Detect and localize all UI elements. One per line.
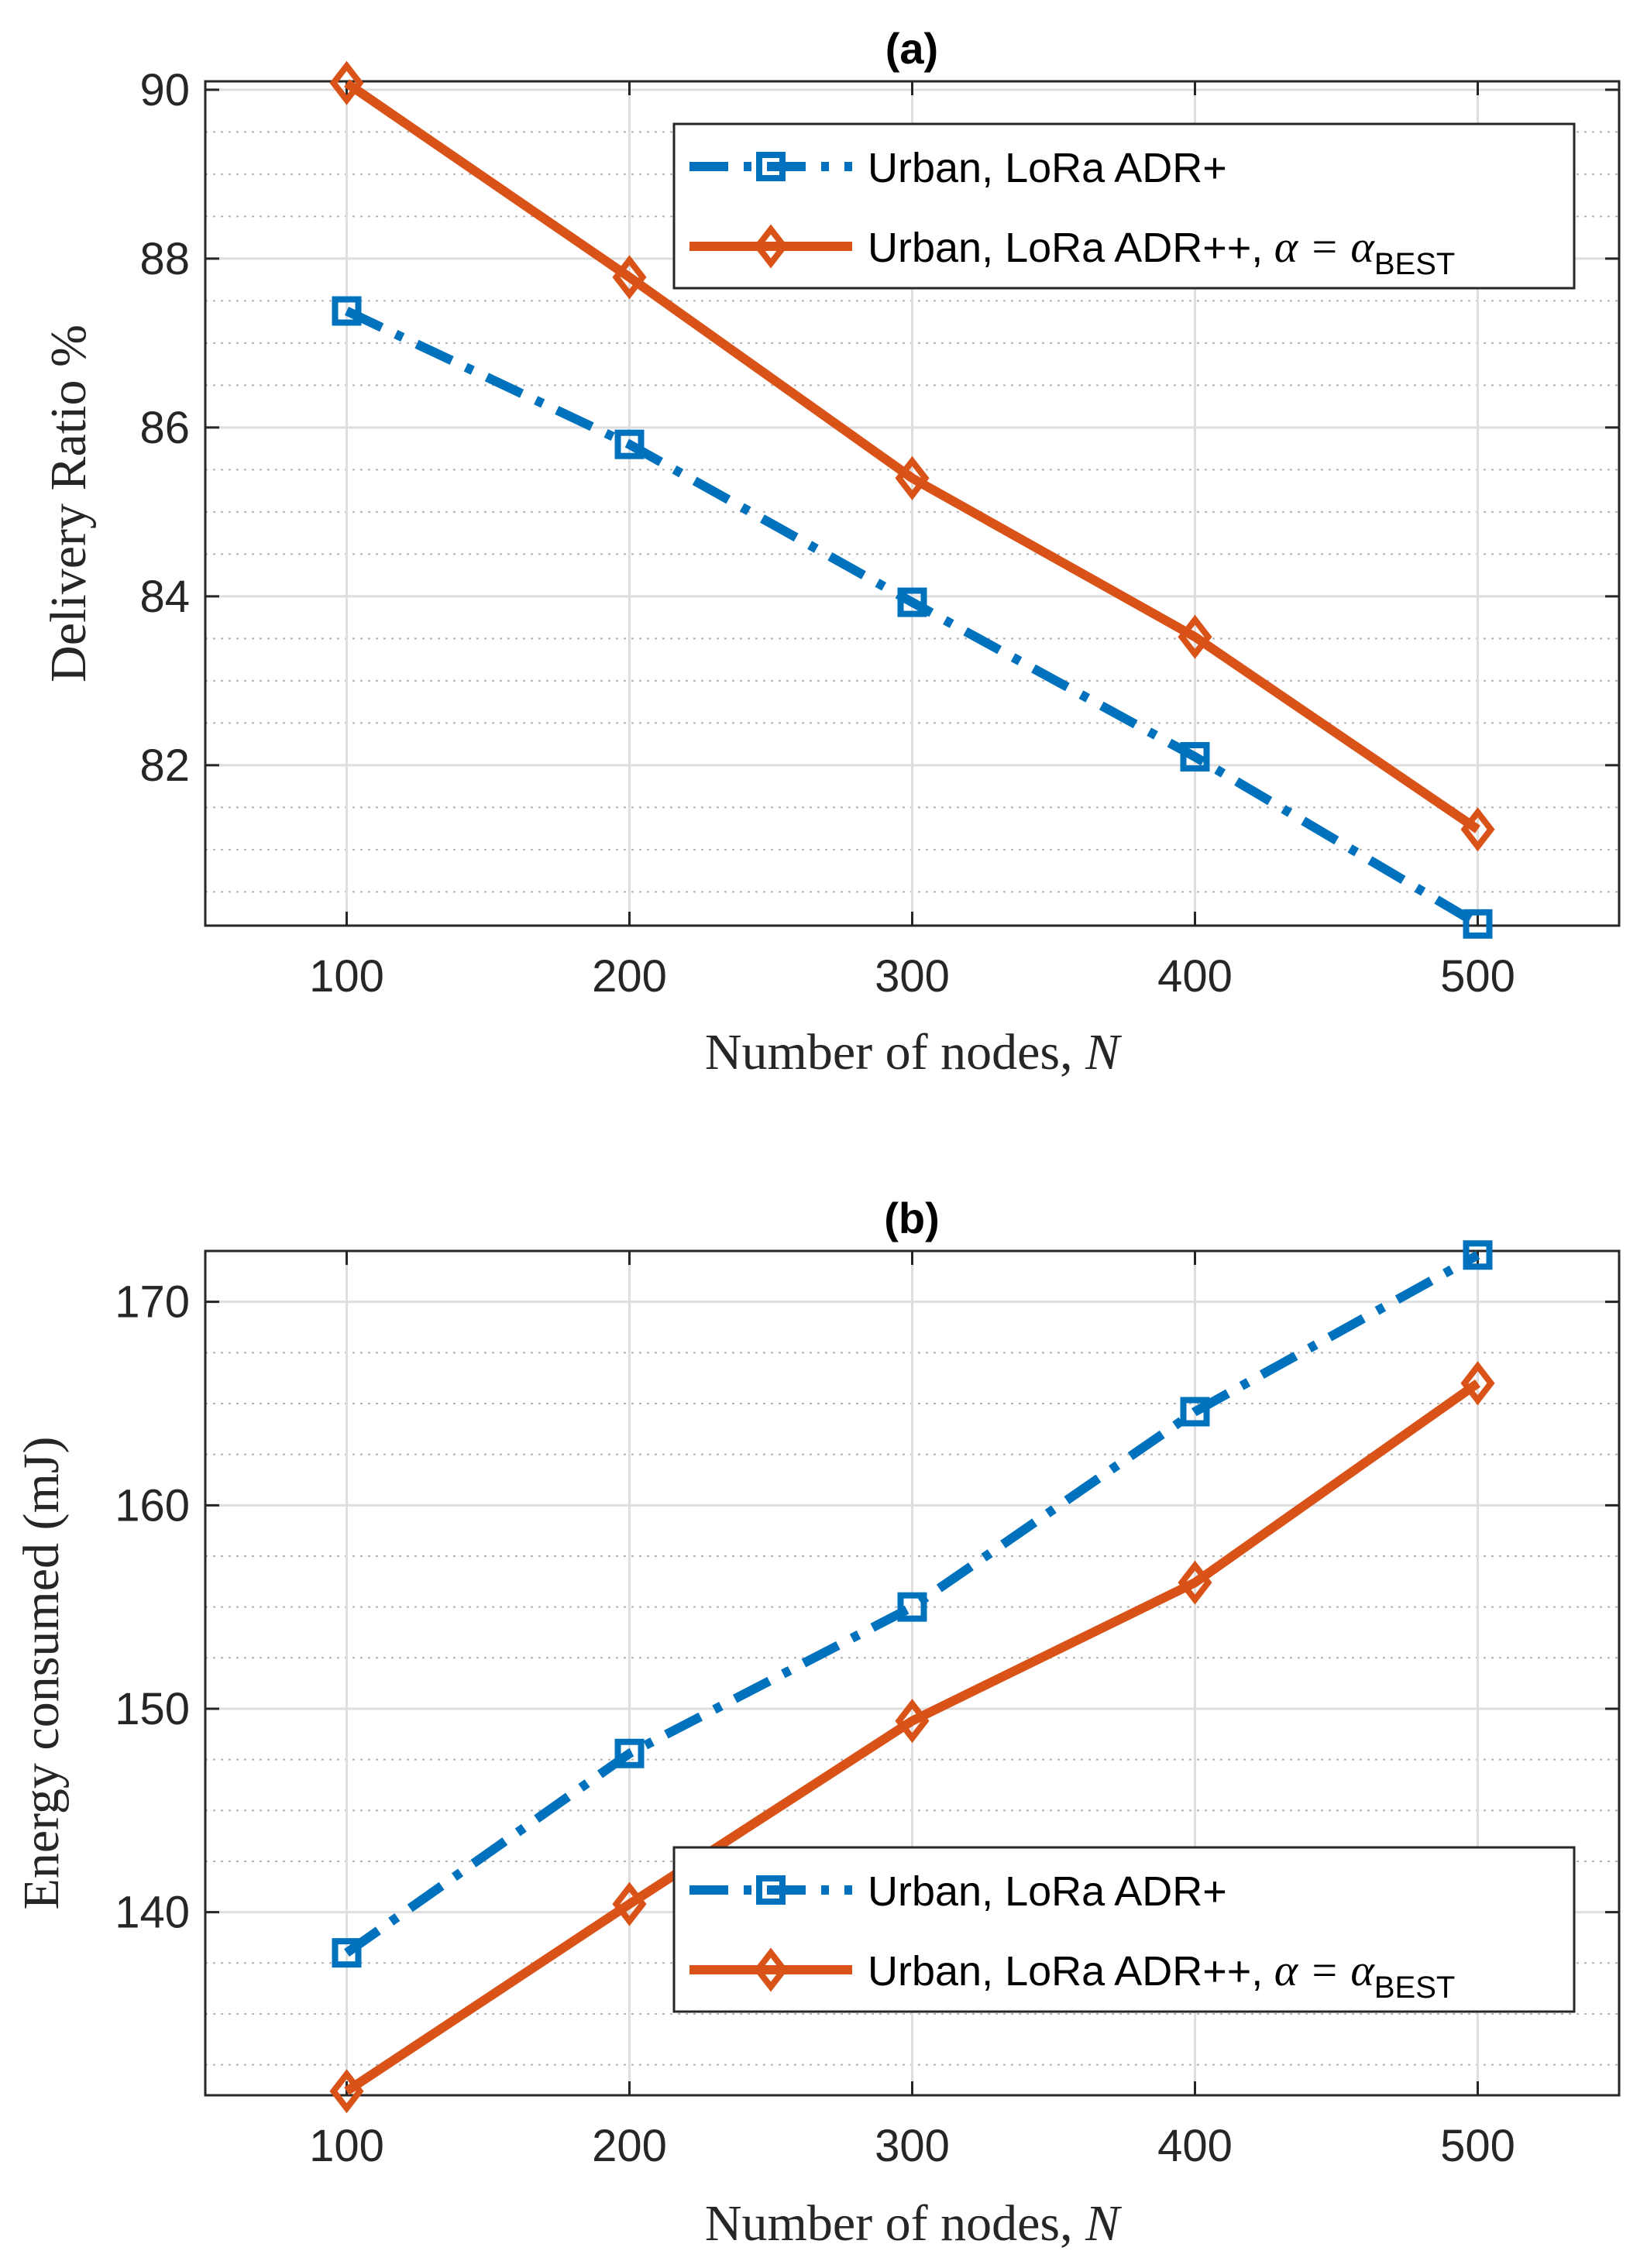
legend-marker: [753, 224, 789, 269]
legend-marker: [753, 1947, 789, 1992]
series-2: [329, 60, 1495, 852]
chart-title: (a): [885, 24, 938, 73]
legend-label-math: α = α: [1263, 222, 1375, 272]
legend-marker: [756, 1875, 786, 1905]
y-tick-label: 84: [139, 572, 190, 622]
x-axis-label: Number of nodes, N: [705, 2195, 1123, 2252]
legend-label: Urban, LoRa ADR+: [868, 1868, 1227, 1915]
series-line: [344, 1379, 1480, 2095]
series-1: [332, 1240, 1493, 1968]
ticks: 100 200 300 400 500 140 150 160 170: [115, 1251, 1619, 2171]
x-tick-label: 200: [592, 951, 667, 1002]
legend-label-sub: BEST: [1374, 247, 1455, 281]
x-tick-label: 200: [592, 2121, 667, 2171]
y-tick-label: 140: [115, 1888, 190, 1938]
legend-label-text: Urban, LoRa ADR+: [868, 1868, 1227, 1915]
legend-label-math: α = α: [1263, 1945, 1375, 1995]
panel-b-energy-consumed: 100 200 300 400 500 140 150 160 170 (b) Number of …: [13, 1194, 1621, 2252]
x-tick-label: 400: [1157, 951, 1233, 1002]
x-tick-label: 500: [1440, 2121, 1515, 2171]
x-tick-label: 500: [1440, 951, 1515, 1002]
x-axis-label: Number of nodes, N: [705, 1024, 1123, 1081]
series-line: [344, 1251, 1480, 1957]
x-tick-label: 400: [1157, 2121, 1233, 2171]
data-point: [614, 1738, 645, 1768]
legend-box: [672, 1846, 1576, 2013]
data-point: [1180, 742, 1210, 771]
x-tick-label: 300: [875, 951, 950, 1002]
legend-label-text: Urban, LoRa ADR++,: [868, 1948, 1263, 1995]
series-line: [344, 79, 1480, 833]
y-axis-label: Energy consumed (mJ): [13, 1437, 70, 1910]
legend-label-text: Urban, LoRa ADR++,: [868, 225, 1263, 271]
data-point: [1178, 614, 1212, 659]
legend-box: [672, 122, 1576, 290]
data-point: [1460, 807, 1495, 852]
data-point: [329, 60, 364, 105]
ticks: 100 200 300 400 500 82 84 86 88 90: [139, 65, 1619, 1002]
legend-label-text: Urban, LoRa ADR+: [868, 145, 1227, 191]
y-tick-label: 90: [139, 65, 190, 115]
data-point: [612, 1881, 647, 1926]
y-tick-label: 88: [139, 234, 190, 284]
data-point: [614, 429, 645, 459]
y-tick-label: 160: [115, 1480, 190, 1531]
legend-label-sub: BEST: [1374, 1971, 1455, 2005]
data-point: [897, 587, 927, 617]
y-tick-label: 86: [139, 403, 190, 453]
series-1: [332, 296, 1493, 939]
data-point: [612, 255, 647, 300]
data-point: [1463, 909, 1493, 939]
legend-label: Urban, LoRa ADR++, α = αBEST: [868, 1945, 1455, 2005]
legend-marker: [756, 152, 786, 181]
x-axis-label-var: N: [1085, 2195, 1123, 2252]
y-tick-label: 82: [139, 741, 190, 791]
x-axis-label-text: Number of nodes,: [705, 2195, 1085, 2252]
series-2: [329, 1361, 1495, 2114]
data-point: [1178, 1560, 1212, 1605]
chart-title: (b): [884, 1194, 940, 1242]
data-point: [1180, 1397, 1210, 1427]
x-tick-label: 100: [309, 2121, 384, 2171]
x-tick-label: 100: [309, 951, 384, 1002]
data-point: [332, 1938, 362, 1968]
legend: Urban, LoRa ADR+ Urban, LoRa ADR++, α = α…: [672, 1846, 1576, 2013]
legend: Urban, LoRa ADR+ Urban, LoRa ADR++, α = α…: [672, 122, 1576, 290]
panel-a-delivery-ratio: 100 200 300 400 500 82 84 86 88 90 (a) Number of no…: [40, 24, 1621, 1081]
series-line: [344, 307, 1480, 928]
data-point: [897, 1592, 927, 1622]
x-axis-label-var: N: [1085, 1024, 1123, 1081]
legend-label: Urban, LoRa ADR+: [868, 145, 1227, 191]
data-point: [895, 455, 930, 500]
data-point: [329, 2069, 364, 2114]
data-point: [895, 1699, 930, 1744]
y-tick-label: 170: [115, 1277, 190, 1328]
legend-label: Urban, LoRa ADR++, α = αBEST: [868, 222, 1455, 281]
x-axis-label-text: Number of nodes,: [705, 1024, 1085, 1081]
data-point: [1460, 1361, 1495, 1406]
data-point: [332, 296, 362, 326]
y-axis-label: Delivery Ratio %: [40, 325, 97, 682]
data-point: [1463, 1240, 1493, 1270]
grid: [205, 81, 1619, 926]
y-tick-label: 150: [115, 1684, 190, 1734]
x-tick-label: 300: [875, 2121, 950, 2171]
